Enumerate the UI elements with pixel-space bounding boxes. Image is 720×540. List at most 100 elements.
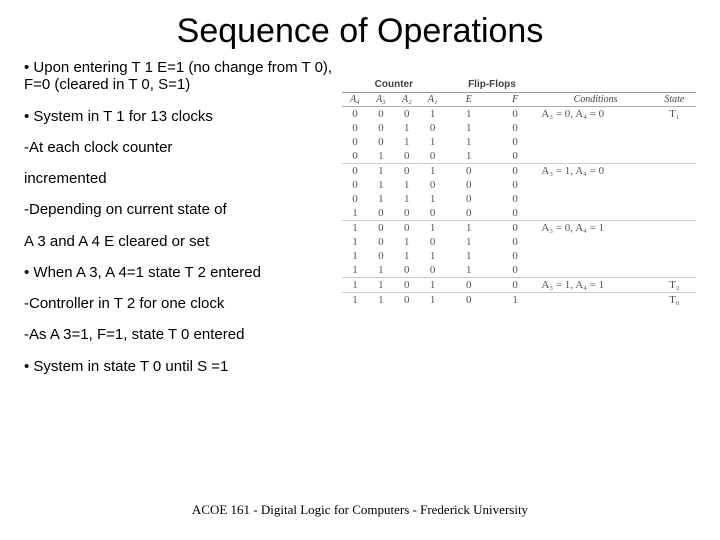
table-cell: 0 — [492, 249, 538, 263]
table-cell: 0 — [368, 221, 394, 236]
table-cell: 0 — [492, 235, 538, 249]
bullet-item: -At each clock counter — [24, 139, 334, 156]
condition-cell — [538, 149, 652, 164]
table-cell: 0 — [446, 164, 492, 179]
col-a2: A₂ — [394, 93, 420, 107]
col-f: F — [492, 93, 538, 107]
table-cell: 0 — [394, 206, 420, 221]
header-blank — [538, 77, 652, 93]
col-a1: A₁ — [420, 93, 446, 107]
state-cell — [653, 221, 696, 236]
table-cell: 0 — [368, 235, 394, 249]
table-cell: 0 — [492, 178, 538, 192]
table-cell: 0 — [492, 107, 538, 122]
state-cell — [653, 192, 696, 206]
table-row: 100110A₃ = 0, A₄ = 1 — [342, 221, 696, 236]
table-cell: 0 — [420, 235, 446, 249]
table-cell: 0 — [420, 263, 446, 278]
table-cell: 0 — [420, 206, 446, 221]
table-cell: 1 — [368, 192, 394, 206]
table-cell: 0 — [492, 206, 538, 221]
table-cell: 1 — [342, 263, 368, 278]
table-cell: 0 — [394, 221, 420, 236]
table-cell: 1 — [446, 107, 492, 122]
condition-cell — [538, 192, 652, 206]
table-cell: 0 — [342, 107, 368, 122]
state-cell — [653, 135, 696, 149]
condition-cell — [538, 249, 652, 263]
table-cell: 0 — [446, 278, 492, 293]
table-row: 100000 — [342, 206, 696, 221]
table-cell: 1 — [446, 135, 492, 149]
table-cell: 0 — [394, 164, 420, 179]
state-cell — [653, 235, 696, 249]
table-cell: 1 — [342, 206, 368, 221]
table-cell: 1 — [342, 235, 368, 249]
table-area: Counter Flip-Flops A₄ A₃ A₂ A₁ E F Condi… — [334, 59, 696, 389]
table-cell: 1 — [342, 293, 368, 308]
table-cell: 0 — [368, 249, 394, 263]
col-e: E — [446, 93, 492, 107]
header-flipflops: Flip-Flops — [446, 77, 539, 93]
table-subheader-row: A₄ A₃ A₂ A₁ E F Conditions State — [342, 93, 696, 107]
header-counter: Counter — [342, 77, 446, 93]
condition-cell: A₃ = 1, A₄ = 1 — [538, 278, 652, 293]
table-cell: 1 — [420, 192, 446, 206]
table-cell: 0 — [446, 192, 492, 206]
table-cell: 1 — [394, 249, 420, 263]
state-cell — [653, 263, 696, 278]
col-conditions: Conditions — [538, 93, 652, 107]
table-row: 000110A₃ = 0, A₄ = 0T₁ — [342, 107, 696, 122]
state-cell — [653, 249, 696, 263]
table-cell: 1 — [368, 178, 394, 192]
bullet-item: • System in state T 0 until S =1 — [24, 358, 334, 375]
table-cell: 0 — [420, 178, 446, 192]
table-cell: 0 — [446, 178, 492, 192]
table-row: 110010 — [342, 263, 696, 278]
table-cell: 1 — [446, 235, 492, 249]
table-cell: 1 — [446, 263, 492, 278]
table-cell: 1 — [420, 293, 446, 308]
table-cell: 1 — [342, 221, 368, 236]
table-cell: 0 — [394, 278, 420, 293]
table-cell: 1 — [342, 278, 368, 293]
condition-cell: A₃ = 1, A₄ = 0 — [538, 164, 652, 179]
table-cell: 0 — [492, 278, 538, 293]
table-cell: 1 — [368, 263, 394, 278]
table-cell: 1 — [394, 121, 420, 135]
condition-cell — [538, 263, 652, 278]
table-cell: 0 — [394, 293, 420, 308]
header-blank — [653, 77, 696, 93]
table-cell: 1 — [394, 235, 420, 249]
table-cell: 0 — [492, 192, 538, 206]
bullet-item: -Controller in T 2 for one clock — [24, 295, 334, 312]
table-cell: 1 — [420, 278, 446, 293]
table-cell: 1 — [368, 164, 394, 179]
table-cell: 1 — [394, 135, 420, 149]
table-row: 101110 — [342, 249, 696, 263]
bullet-item: incremented — [24, 170, 334, 187]
state-cell — [653, 121, 696, 135]
col-a4: A₄ — [342, 93, 368, 107]
table-cell: 0 — [394, 107, 420, 122]
bullet-item: • When A 3, A 4=1 state T 2 entered — [24, 264, 334, 281]
condition-cell: A₃ = 0, A₄ = 1 — [538, 221, 652, 236]
table-row: 101010 — [342, 235, 696, 249]
table-body: 000110A₃ = 0, A₄ = 0T₁001010001110010010… — [342, 107, 696, 308]
table-row: 001010 — [342, 121, 696, 135]
sequence-table: Counter Flip-Flops A₄ A₃ A₂ A₁ E F Condi… — [342, 77, 696, 307]
table-cell: 0 — [492, 135, 538, 149]
table-cell: 1 — [420, 107, 446, 122]
bullet-item: -As A 3=1, F=1, state T 0 entered — [24, 326, 334, 343]
col-a3: A₃ — [368, 93, 394, 107]
table-row: 110101T₀ — [342, 293, 696, 308]
table-cell: 0 — [342, 135, 368, 149]
state-cell — [653, 149, 696, 164]
state-cell: T₁ — [653, 107, 696, 122]
table-cell: 1 — [446, 121, 492, 135]
table-cell: 0 — [394, 263, 420, 278]
table-cell: 1 — [368, 293, 394, 308]
bullet-item: -Depending on current state of — [24, 201, 334, 218]
table-cell: 0 — [420, 149, 446, 164]
state-cell — [653, 164, 696, 179]
